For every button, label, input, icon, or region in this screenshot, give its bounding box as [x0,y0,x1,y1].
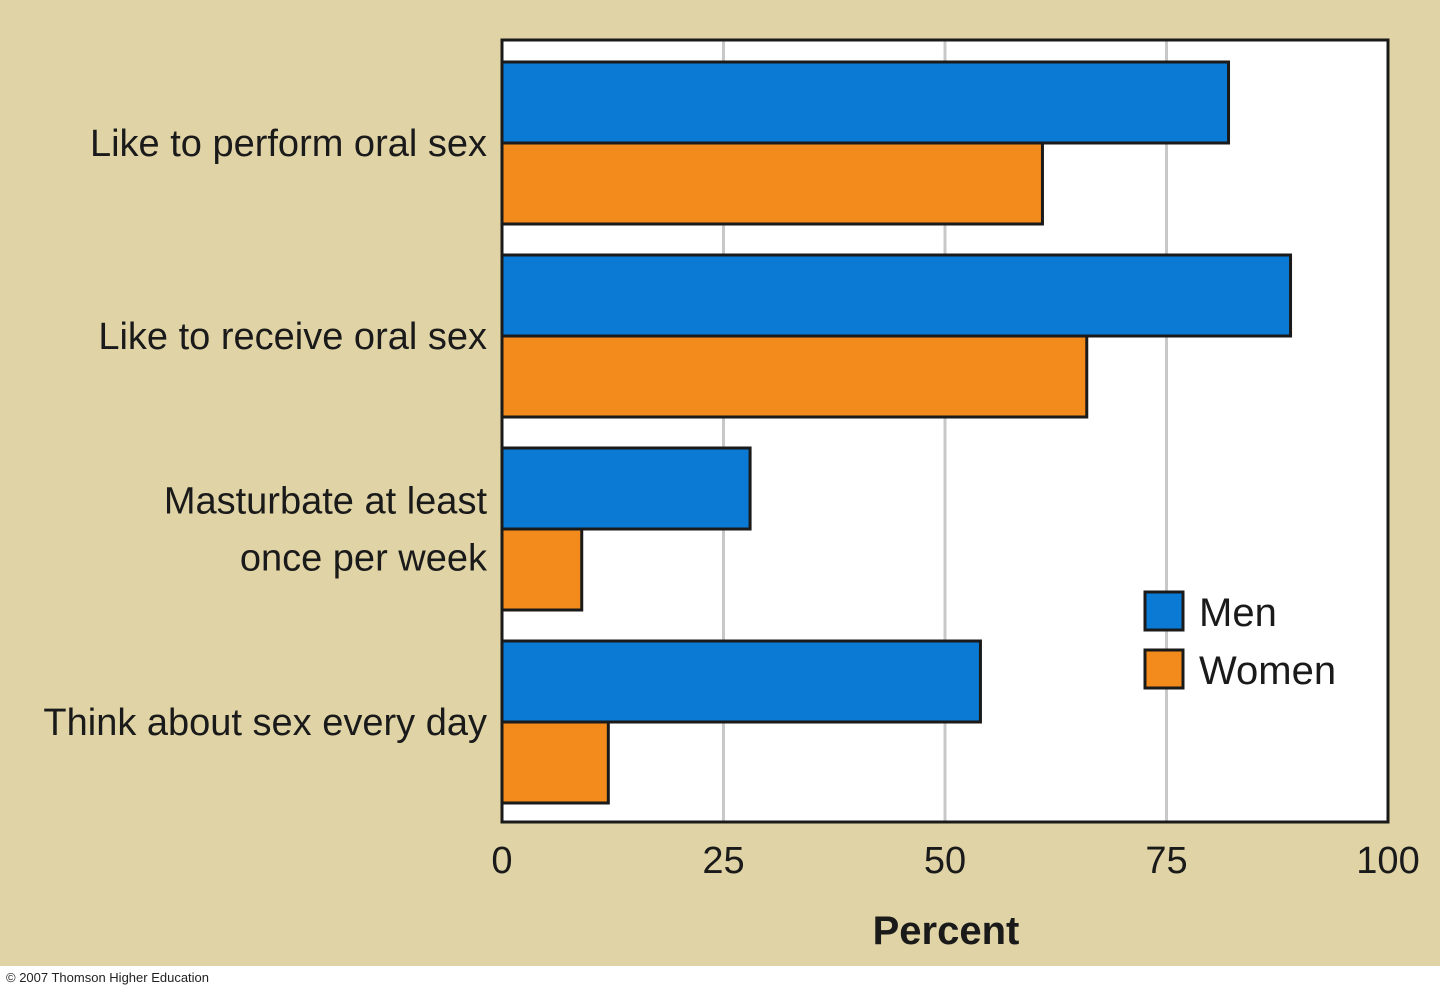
plot-frame [500,38,1390,824]
bar-men-1 [500,60,1231,145]
x-tick-label-0: 0 [491,840,512,882]
category-label-3-line-2: once per week [240,538,488,580]
bar-women-3 [500,527,584,612]
x-tick-label-50: 50 [924,840,966,882]
category-label-2: Like to receive oral sex [98,316,487,358]
bar-women-4 [500,720,610,805]
category-label-4: Think about sex every day [43,702,487,744]
bar-men-4 [500,639,982,724]
copyright-notice: © 2007 Thomson Higher Education [6,970,210,985]
legend-swatch-men [1143,590,1185,632]
bar-men-2 [500,253,1293,338]
x-tick-label-25: 25 [702,840,744,882]
x-tick-label-75: 75 [1145,840,1187,882]
bar-women-1 [500,141,1044,226]
legend-label-women: Women [1199,649,1336,693]
legend-label-men: Men [1199,591,1277,635]
chart-figure: Like to perform oral sex Like to receive … [0,0,1440,966]
category-label-3-line-1: Masturbate at least [164,481,488,523]
x-tick-label-100: 100 [1356,840,1419,882]
x-axis-title: Percent [873,909,1020,953]
bar-men-3 [500,446,752,531]
legend-swatch-women [1143,648,1185,690]
category-label-1: Like to perform oral sex [90,123,487,165]
bar-chart: Like to perform oral sex Like to receive … [43,38,1420,953]
bar-women-2 [500,334,1089,419]
legend: Men Women [1143,590,1336,693]
